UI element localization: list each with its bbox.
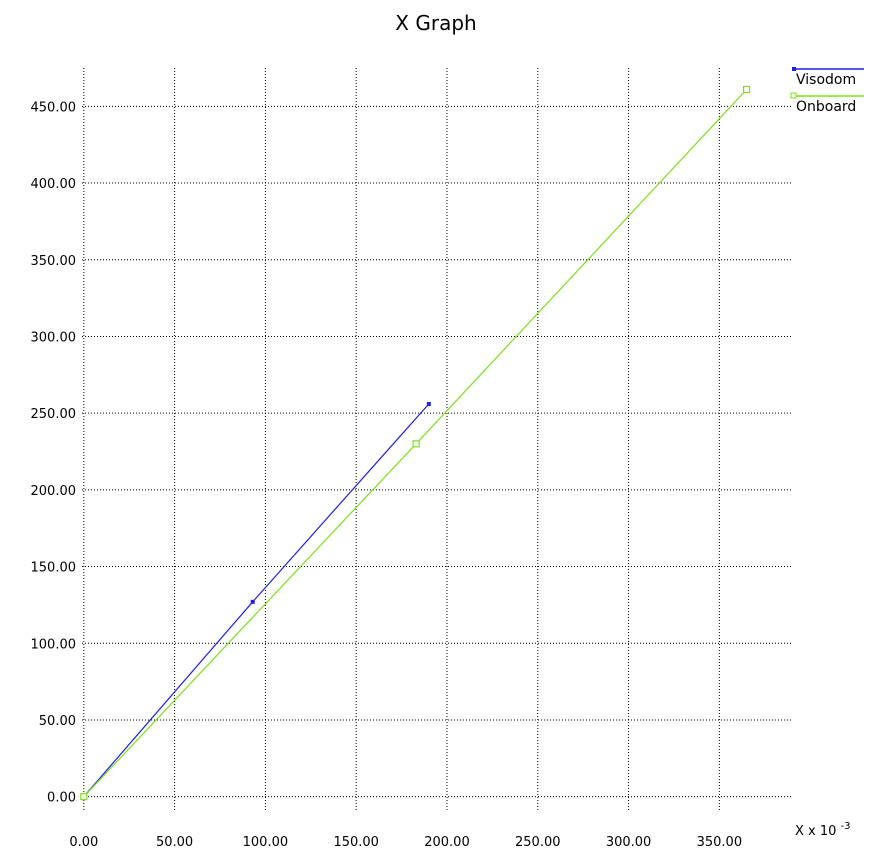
onboard-legend-marker — [790, 92, 797, 99]
y-tick-label: 50.00 — [39, 714, 76, 729]
x-tick-label: 300.00 — [606, 835, 652, 850]
x-tick-label: 0.00 — [69, 835, 98, 850]
y-tick-label: 200.00 — [31, 484, 77, 499]
y-tick-label: 400.00 — [31, 177, 77, 192]
visodom-series-line — [83, 403, 430, 798]
visodom-legend-marker — [792, 67, 796, 71]
onboard-point — [412, 440, 420, 448]
y-tick-label: 150.00 — [31, 561, 77, 576]
onboard-legend-label: Onboard — [796, 99, 856, 115]
grid-layer — [82, 68, 792, 812]
x-tick-label: 50.00 — [156, 835, 193, 850]
x-axis-scale-note: X x 10 -3 — [795, 821, 851, 839]
y-tick-label: 100.00 — [31, 637, 77, 652]
visodom-point — [250, 599, 255, 604]
x-tick-label: 150.00 — [333, 835, 379, 850]
x-tick-label: 100.00 — [243, 835, 289, 850]
y-tick-label: 450.00 — [31, 100, 77, 115]
visodom-legend-label: Visodom — [796, 72, 856, 88]
onboard-point — [743, 85, 751, 94]
x-axis-scale-prefix: X x 10 — [795, 824, 836, 839]
y-tick-label: 0.00 — [47, 791, 76, 806]
x-tick-label: 350.00 — [697, 835, 743, 850]
x-tick-label: 200.00 — [424, 835, 470, 850]
chart-title: X Graph — [395, 11, 476, 35]
axis-labels-layer: 0.00 50.00 100.00 150.00 200.00 250.00 300.00 3… — [31, 100, 743, 850]
x-tick-label: 250.00 — [515, 835, 561, 850]
y-tick-label: 300.00 — [31, 330, 77, 345]
visodom-point — [426, 401, 431, 406]
legend-layer: Visodom Onboard — [790, 67, 864, 115]
x-axis-scale-exponent: -3 — [841, 821, 851, 832]
y-tick-label: 250.00 — [31, 407, 77, 422]
series-layer — [80, 85, 751, 801]
onboard-point — [80, 793, 88, 801]
y-tick-label: 350.00 — [31, 254, 77, 269]
